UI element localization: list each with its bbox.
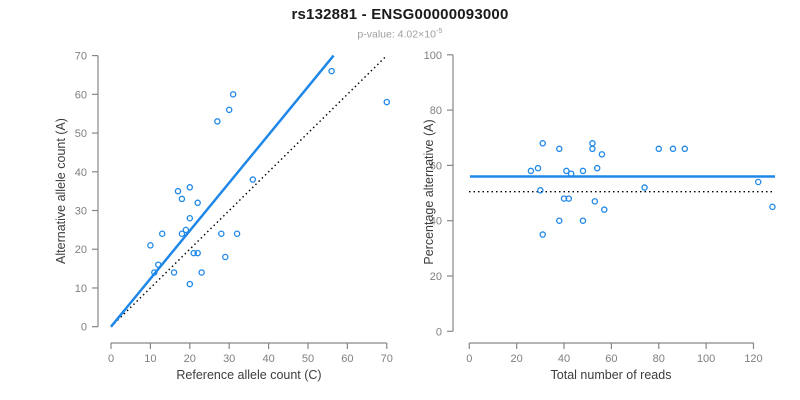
x-tick-label: 0 xyxy=(108,353,114,365)
x-tick-label: 0 xyxy=(466,353,472,365)
x-tick-label: 60 xyxy=(605,353,617,365)
data-point xyxy=(186,280,194,288)
y-tick-label: 40 xyxy=(430,216,442,228)
pvalue-subtitle: p-value: 4.02×10-5 xyxy=(0,26,800,41)
data-point xyxy=(198,269,205,276)
data-point xyxy=(214,118,221,125)
y-tick-label: 10 xyxy=(75,283,87,295)
data-point xyxy=(754,178,762,186)
y-tick-label: 70 xyxy=(75,51,87,63)
data-point xyxy=(190,249,197,257)
data-point xyxy=(178,230,186,238)
data-point xyxy=(579,217,587,224)
y-tick-label: 80 xyxy=(430,105,442,117)
x-tick-label: 70 xyxy=(381,353,393,365)
y-tick-label: 30 xyxy=(75,206,87,218)
x-tick-label: 10 xyxy=(144,353,156,365)
y-tick-label: 20 xyxy=(430,271,442,283)
data-point xyxy=(218,230,225,238)
data-point xyxy=(556,145,563,153)
data-point xyxy=(641,184,648,191)
data-point xyxy=(534,164,542,172)
figure-title: rs132881 - ENSG00000093000 xyxy=(291,6,509,23)
data-point xyxy=(155,261,162,268)
data-point xyxy=(328,67,335,75)
x-tick-label: 20 xyxy=(184,353,196,365)
data-point xyxy=(527,167,535,175)
right-x-axis-label: Total number of reads xyxy=(550,368,672,382)
data-point xyxy=(233,230,241,238)
data-point xyxy=(249,176,257,183)
y-tick-label: 50 xyxy=(75,128,87,140)
data-point xyxy=(769,203,776,211)
right-y-axis-label: Percentage alternative (A) xyxy=(422,119,436,265)
x-tick-label: 100 xyxy=(697,353,715,365)
data-point xyxy=(567,170,575,177)
data-point xyxy=(194,199,201,207)
data-point xyxy=(182,226,190,234)
data-point xyxy=(655,145,663,153)
x-tick-label: 30 xyxy=(223,353,235,365)
data-point xyxy=(178,195,186,203)
data-point xyxy=(229,91,237,98)
data-point xyxy=(539,140,546,147)
data-point xyxy=(556,217,563,224)
data-point xyxy=(563,167,570,175)
x-tick-label: 40 xyxy=(558,353,570,365)
identity-line xyxy=(110,55,388,328)
y-tick-label: 60 xyxy=(75,89,87,101)
y-tick-label: 40 xyxy=(75,167,87,179)
data-point xyxy=(593,164,601,172)
x-tick-label: 60 xyxy=(341,353,353,365)
data-point xyxy=(174,187,182,195)
x-tick-label: 50 xyxy=(302,353,314,365)
x-tick-label: 120 xyxy=(744,353,762,365)
y-tick-label: 20 xyxy=(75,244,87,256)
data-point xyxy=(147,242,154,249)
data-point xyxy=(598,151,606,158)
data-point xyxy=(681,145,689,153)
data-point xyxy=(589,140,596,147)
left-x-axis-label: Reference allele count (C) xyxy=(176,368,322,382)
data-point xyxy=(601,206,608,213)
data-point xyxy=(539,231,546,238)
y-tick-label: 0 xyxy=(436,326,442,338)
data-point xyxy=(591,198,599,205)
pvalue-exponent: -5 xyxy=(435,26,443,35)
data-point xyxy=(565,195,573,202)
x-tick-label: 20 xyxy=(511,353,523,365)
y-tick-label: 0 xyxy=(81,322,87,334)
data-point xyxy=(158,230,166,238)
left-y-axis-label: Alternative allele count (A) xyxy=(54,118,68,264)
pvalue-text: p-value: 4.02×10 xyxy=(357,28,436,41)
data-point xyxy=(186,215,194,222)
x-tick-label: 40 xyxy=(262,353,274,365)
data-point xyxy=(589,145,596,153)
data-point xyxy=(186,184,194,191)
data-point xyxy=(222,253,229,261)
data-point xyxy=(383,98,391,106)
data-point xyxy=(669,145,677,153)
data-point xyxy=(194,249,201,257)
data-point xyxy=(225,106,233,114)
data-point xyxy=(537,187,544,194)
y-tick-label: 100 xyxy=(424,50,442,62)
x-tick-label: 80 xyxy=(653,353,665,365)
data-point xyxy=(579,167,587,175)
y-tick-label: 60 xyxy=(430,160,442,172)
data-point xyxy=(151,269,158,276)
regression-line xyxy=(110,54,335,328)
data-point xyxy=(170,269,178,276)
